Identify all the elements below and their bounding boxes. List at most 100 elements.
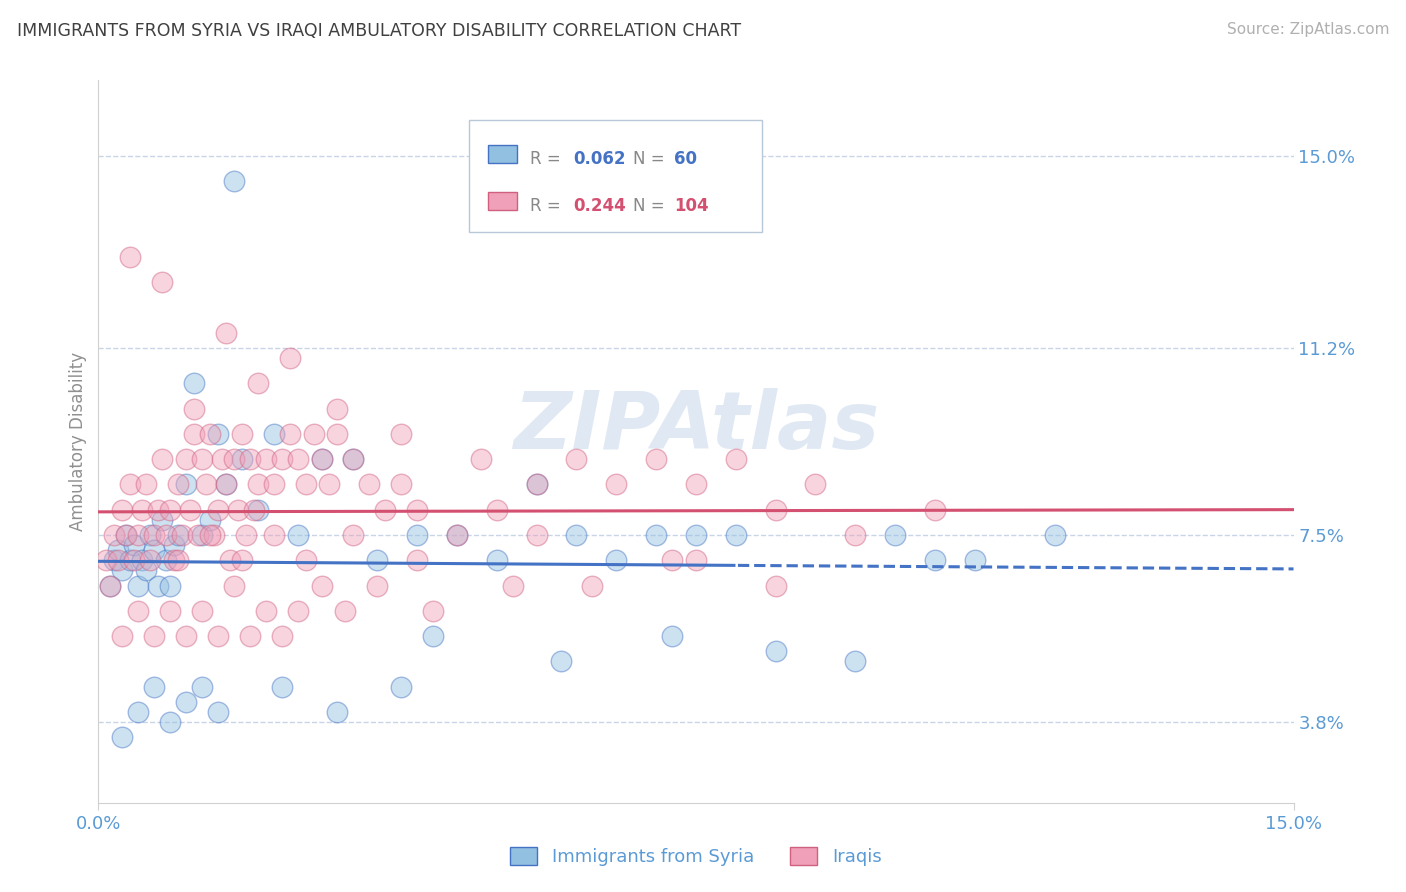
Point — [231, 452, 253, 467]
Point — [148, 578, 170, 592]
Point — [150, 513, 173, 527]
Point — [844, 654, 866, 668]
Point — [191, 604, 214, 618]
Point — [342, 452, 364, 467]
Point — [526, 528, 548, 542]
Point — [342, 452, 364, 467]
Point — [389, 680, 412, 694]
Y-axis label: Ambulatory Disability: Ambulatory Disability — [69, 352, 87, 531]
Point — [131, 553, 153, 567]
Point — [645, 528, 668, 542]
Point — [167, 553, 190, 567]
Point — [406, 502, 429, 516]
Point — [198, 427, 221, 442]
Point — [174, 452, 197, 467]
FancyBboxPatch shape — [488, 145, 517, 162]
Point — [278, 351, 301, 366]
Point — [254, 604, 277, 618]
Point — [163, 553, 186, 567]
Point — [198, 513, 221, 527]
Point — [207, 502, 229, 516]
Point — [246, 376, 269, 391]
Point — [107, 543, 129, 558]
Point — [127, 604, 149, 618]
Point — [150, 276, 173, 290]
Point — [311, 452, 333, 467]
Point — [685, 553, 707, 567]
Point — [246, 477, 269, 491]
Point — [389, 477, 412, 491]
Point — [1043, 528, 1066, 542]
Point — [139, 553, 162, 567]
Point — [326, 401, 349, 416]
Point — [167, 528, 190, 542]
Point — [215, 477, 238, 491]
Point — [311, 578, 333, 592]
Point — [207, 705, 229, 719]
Point — [127, 578, 149, 592]
Text: N =: N = — [633, 150, 669, 168]
Point — [231, 553, 253, 567]
Point — [342, 528, 364, 542]
Point — [550, 654, 572, 668]
Point — [294, 553, 316, 567]
Text: R =: R = — [530, 150, 565, 168]
Point — [685, 528, 707, 542]
Point — [131, 502, 153, 516]
Point — [191, 680, 214, 694]
Point — [254, 452, 277, 467]
Point — [111, 730, 134, 744]
Point — [191, 528, 214, 542]
Point — [98, 578, 122, 592]
Point — [565, 528, 588, 542]
Point — [103, 553, 125, 567]
Point — [287, 604, 309, 618]
Point — [406, 528, 429, 542]
Point — [103, 528, 125, 542]
Point — [215, 477, 238, 491]
Point — [159, 502, 181, 516]
Text: 60: 60 — [675, 150, 697, 168]
Text: IMMIGRANTS FROM SYRIA VS IRAQI AMBULATORY DISABILITY CORRELATION CHART: IMMIGRANTS FROM SYRIA VS IRAQI AMBULATOR… — [17, 22, 741, 40]
Point — [278, 427, 301, 442]
Point — [963, 553, 986, 567]
Point — [183, 427, 205, 442]
Legend: Immigrants from Syria, Iraqis: Immigrants from Syria, Iraqis — [503, 839, 889, 873]
Point — [406, 553, 429, 567]
Point — [107, 553, 129, 567]
Point — [143, 528, 166, 542]
Point — [179, 502, 201, 516]
Point — [135, 477, 157, 491]
Point — [605, 553, 627, 567]
Point — [422, 604, 444, 618]
Point — [167, 477, 190, 491]
Point — [231, 427, 253, 442]
Point — [159, 714, 181, 729]
Point — [222, 174, 245, 188]
Point — [765, 502, 787, 516]
Point — [195, 477, 218, 491]
Text: 0.062: 0.062 — [572, 150, 626, 168]
Point — [120, 477, 142, 491]
Point — [111, 502, 134, 516]
Point — [661, 629, 683, 643]
Point — [884, 528, 907, 542]
FancyBboxPatch shape — [470, 120, 762, 232]
Point — [143, 680, 166, 694]
Point — [311, 452, 333, 467]
Point — [183, 401, 205, 416]
Point — [645, 452, 668, 467]
Point — [159, 578, 181, 592]
Point — [359, 477, 381, 491]
Point — [98, 578, 122, 592]
Point — [263, 528, 285, 542]
Text: 104: 104 — [675, 196, 709, 215]
Text: ZIPAtlas: ZIPAtlas — [513, 388, 879, 467]
Point — [335, 604, 357, 618]
Point — [172, 528, 194, 542]
Point — [222, 452, 245, 467]
Point — [485, 502, 508, 516]
Point — [174, 695, 197, 709]
Point — [155, 553, 177, 567]
Point — [96, 553, 118, 567]
